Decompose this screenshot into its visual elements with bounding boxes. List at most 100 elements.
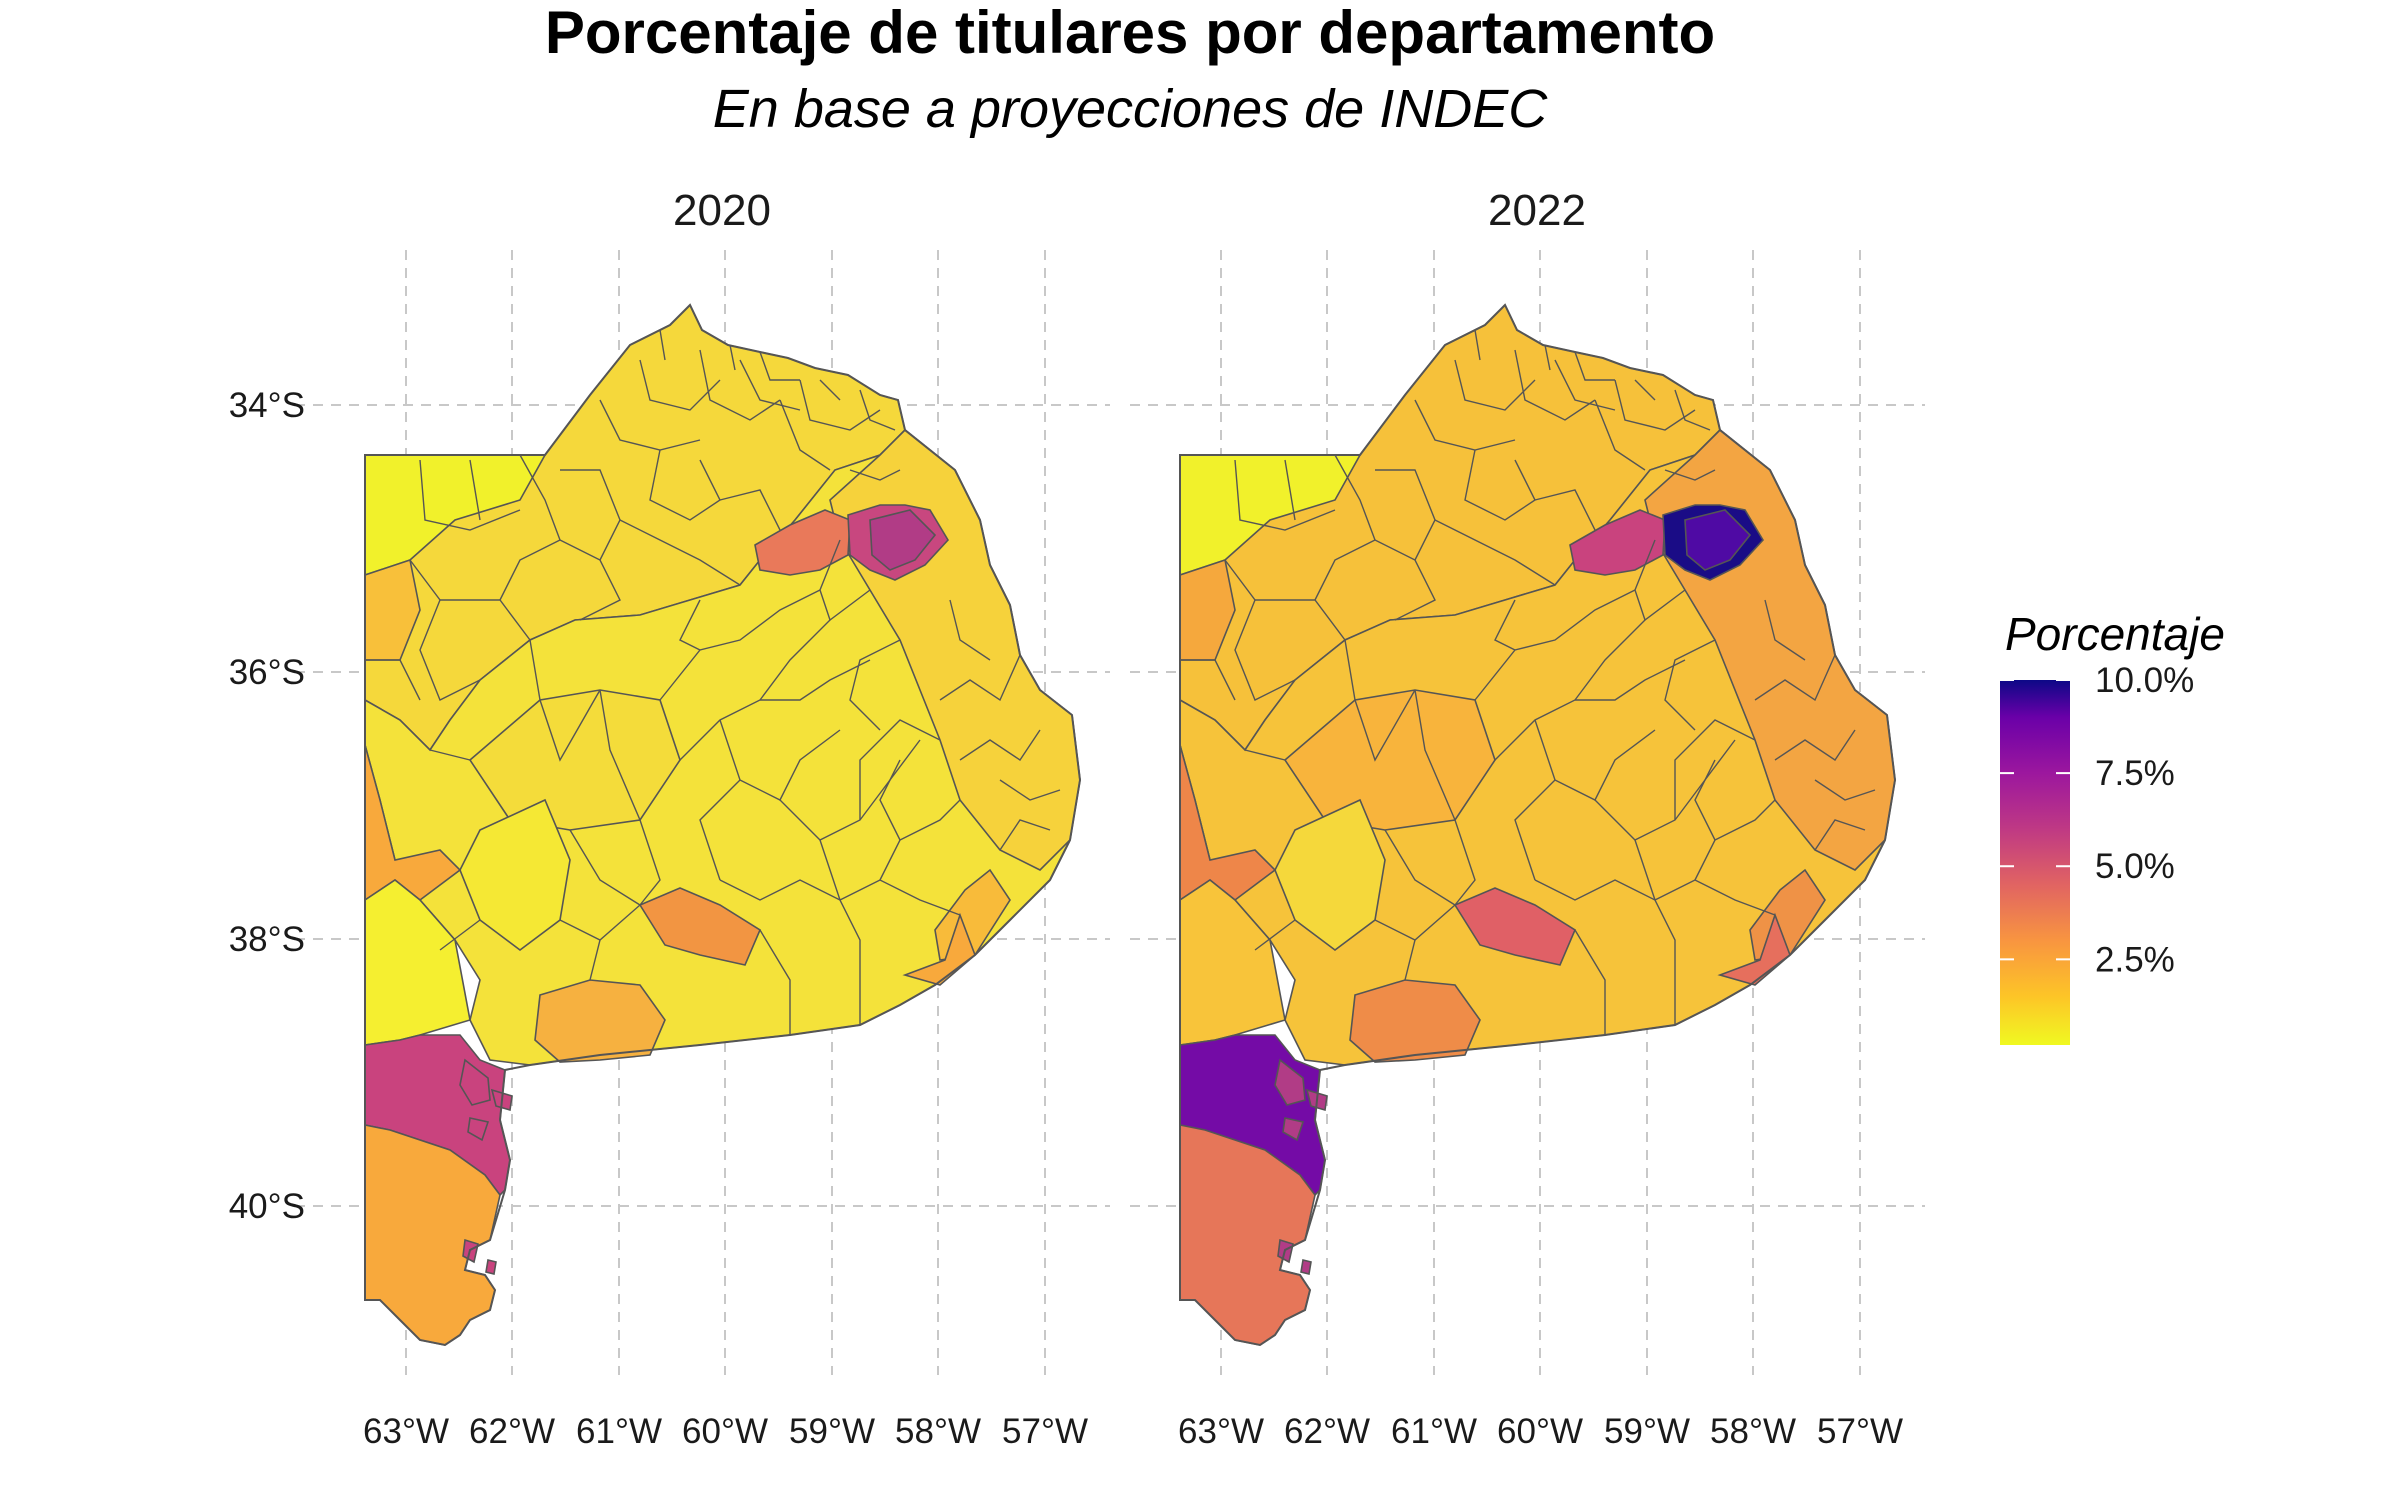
municipal-border [589, 939, 601, 981]
municipal-border [419, 459, 521, 531]
municipal-border [539, 689, 601, 762]
municipal-border [1384, 829, 1456, 906]
municipal-border [1664, 639, 1716, 731]
municipal-border [1594, 399, 1646, 471]
island-bahia-3 [467, 1117, 490, 1142]
region-tandil [638, 887, 762, 966]
municipal-border [779, 399, 831, 471]
municipal-border [1614, 379, 1696, 431]
municipal-border [1634, 539, 1686, 622]
legend-tick-label: 2.5% [2095, 940, 2175, 979]
island-bahia-1 [459, 1058, 491, 1106]
municipal-border [409, 559, 481, 701]
municipal-border [760, 659, 871, 701]
municipal-border [1754, 654, 1836, 702]
lon-tick-label: 63°W [1178, 1412, 1264, 1451]
municipal-border [759, 351, 800, 381]
region-bahia-north [459, 798, 571, 951]
legend-tick-label: 10.0% [2095, 661, 2194, 700]
municipal-border [1764, 599, 1806, 661]
municipal-border [1694, 759, 1716, 841]
municipal-border [1414, 399, 1516, 451]
municipal-border [999, 819, 1051, 851]
municipal-border [1774, 729, 1856, 761]
province-map [1179, 303, 1897, 1347]
municipal-border [439, 919, 481, 951]
region-gba-core [1684, 509, 1752, 571]
municipal-border [939, 654, 1021, 702]
region-bahia-north [1274, 798, 1386, 951]
province-outline [364, 303, 1082, 1347]
municipal-border [1534, 879, 1676, 1025]
municipal-border [1344, 639, 1356, 701]
municipal-border [719, 879, 861, 1025]
municipal-border [819, 539, 871, 622]
municipal-border [1514, 349, 1596, 421]
municipal-border [1575, 659, 1686, 701]
region-tandil [1453, 887, 1577, 966]
region-metro-ring [754, 509, 851, 576]
municipal-border [1374, 539, 1436, 621]
municipal-border [1694, 799, 1776, 881]
municipal-border [879, 799, 961, 881]
municipal-border [739, 359, 801, 411]
island-south-2 [1300, 1259, 1312, 1275]
municipal-border [1434, 519, 1556, 586]
municipal-border [519, 454, 561, 541]
municipal-border [529, 639, 541, 701]
lon-tick-label: 59°W [789, 1412, 875, 1451]
province-outline [1179, 303, 1897, 1347]
lon-tick-label: 62°W [1284, 1412, 1370, 1451]
municipal-border [659, 589, 821, 701]
region-tornquist [534, 979, 666, 1063]
lon-tick-label: 61°W [576, 1412, 662, 1451]
municipal-border [1814, 819, 1866, 851]
municipal-border [1224, 559, 1296, 701]
municipal-border [1634, 379, 1656, 401]
municipal-border [1674, 719, 1756, 820]
municipal-border [1284, 459, 1296, 521]
island-bahia-1 [1274, 1058, 1306, 1106]
chart-title: Porcentaje de titulares por departamento [544, 0, 1716, 66]
municipal-border [1404, 939, 1416, 981]
municipal-border [1654, 879, 1776, 916]
province-map [364, 303, 1082, 1347]
municipal-border [1454, 359, 1536, 411]
municipal-border [699, 779, 741, 881]
municipal-border [429, 749, 471, 761]
municipal-border [999, 779, 1061, 801]
municipal-border [1474, 329, 1481, 361]
lat-tick-label: 38°S [229, 920, 305, 959]
municipal-border [699, 349, 781, 421]
municipal-border [599, 689, 641, 821]
municipal-border [1234, 459, 1336, 531]
municipal-border [1254, 919, 1296, 951]
municipal-border [1544, 344, 1551, 371]
municipal-border [859, 719, 941, 820]
lon-tick-label: 59°W [1604, 1412, 1690, 1451]
municipal-border [1634, 839, 1656, 901]
municipal-border [659, 329, 666, 361]
municipal-border [1814, 779, 1876, 801]
municipal-border [639, 819, 661, 906]
lon-tick-label: 60°W [682, 1412, 768, 1451]
municipal-border [879, 759, 901, 841]
municipal-border [569, 829, 641, 906]
legend-tick-label: 7.5% [2095, 754, 2175, 793]
municipal-border [1554, 359, 1616, 411]
municipal-border [1334, 454, 1376, 541]
municipal-border [649, 449, 721, 521]
municipal-border [1574, 929, 1606, 1035]
municipal-border [1354, 689, 1416, 762]
municipal-border [1180, 659, 1236, 701]
lon-tick-label: 62°W [469, 1412, 555, 1451]
lon-tick-label: 61°W [1391, 1412, 1477, 1451]
lat-tick-label: 36°S [229, 653, 305, 692]
region-tornquist [1349, 979, 1481, 1063]
municipal-border [499, 539, 561, 601]
legend-colorbar [2000, 680, 2070, 1045]
lon-tick-label: 57°W [1817, 1412, 1903, 1451]
chart-subtitle: En base a proyecciones de INDEC [712, 79, 1548, 139]
lon-tick-label: 58°W [895, 1412, 981, 1451]
map-panel-2022: 2022 63°W 62°W 61°W 60°W 59°W 58°W 57°W [1130, 186, 1925, 1451]
